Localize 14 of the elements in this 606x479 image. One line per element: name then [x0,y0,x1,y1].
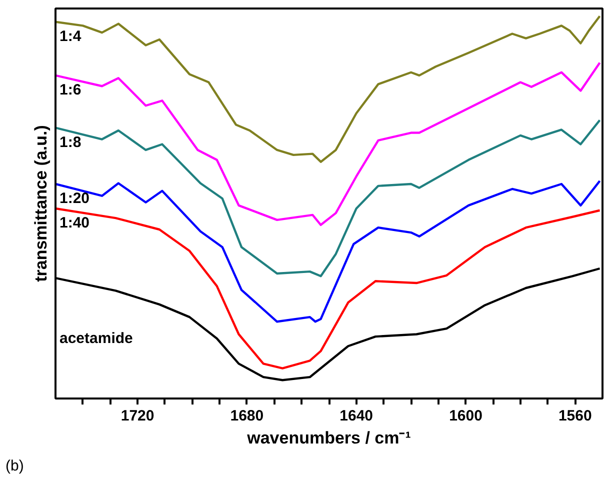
x-tick-label: 1640 [340,408,374,424]
x-tick-label: 1600 [449,408,482,424]
series-label: 1:4 [60,28,82,45]
text: acetamide [60,330,133,347]
series-label: 1:20 [60,190,90,207]
x-tick-label: 1560 [558,408,592,424]
series-label: 1:6 [60,81,82,98]
text: (b) [6,458,24,474]
series-label: 1:40 [60,214,90,232]
series-label: 1:8 [60,134,82,151]
x-axis-title: wavenumbers / cm⁻¹ [246,428,412,448]
y-axis-title: transmittance (a.u.) [32,125,50,282]
x-tick-label: 1680 [230,408,264,424]
x-tick-label: 1720 [120,408,154,424]
